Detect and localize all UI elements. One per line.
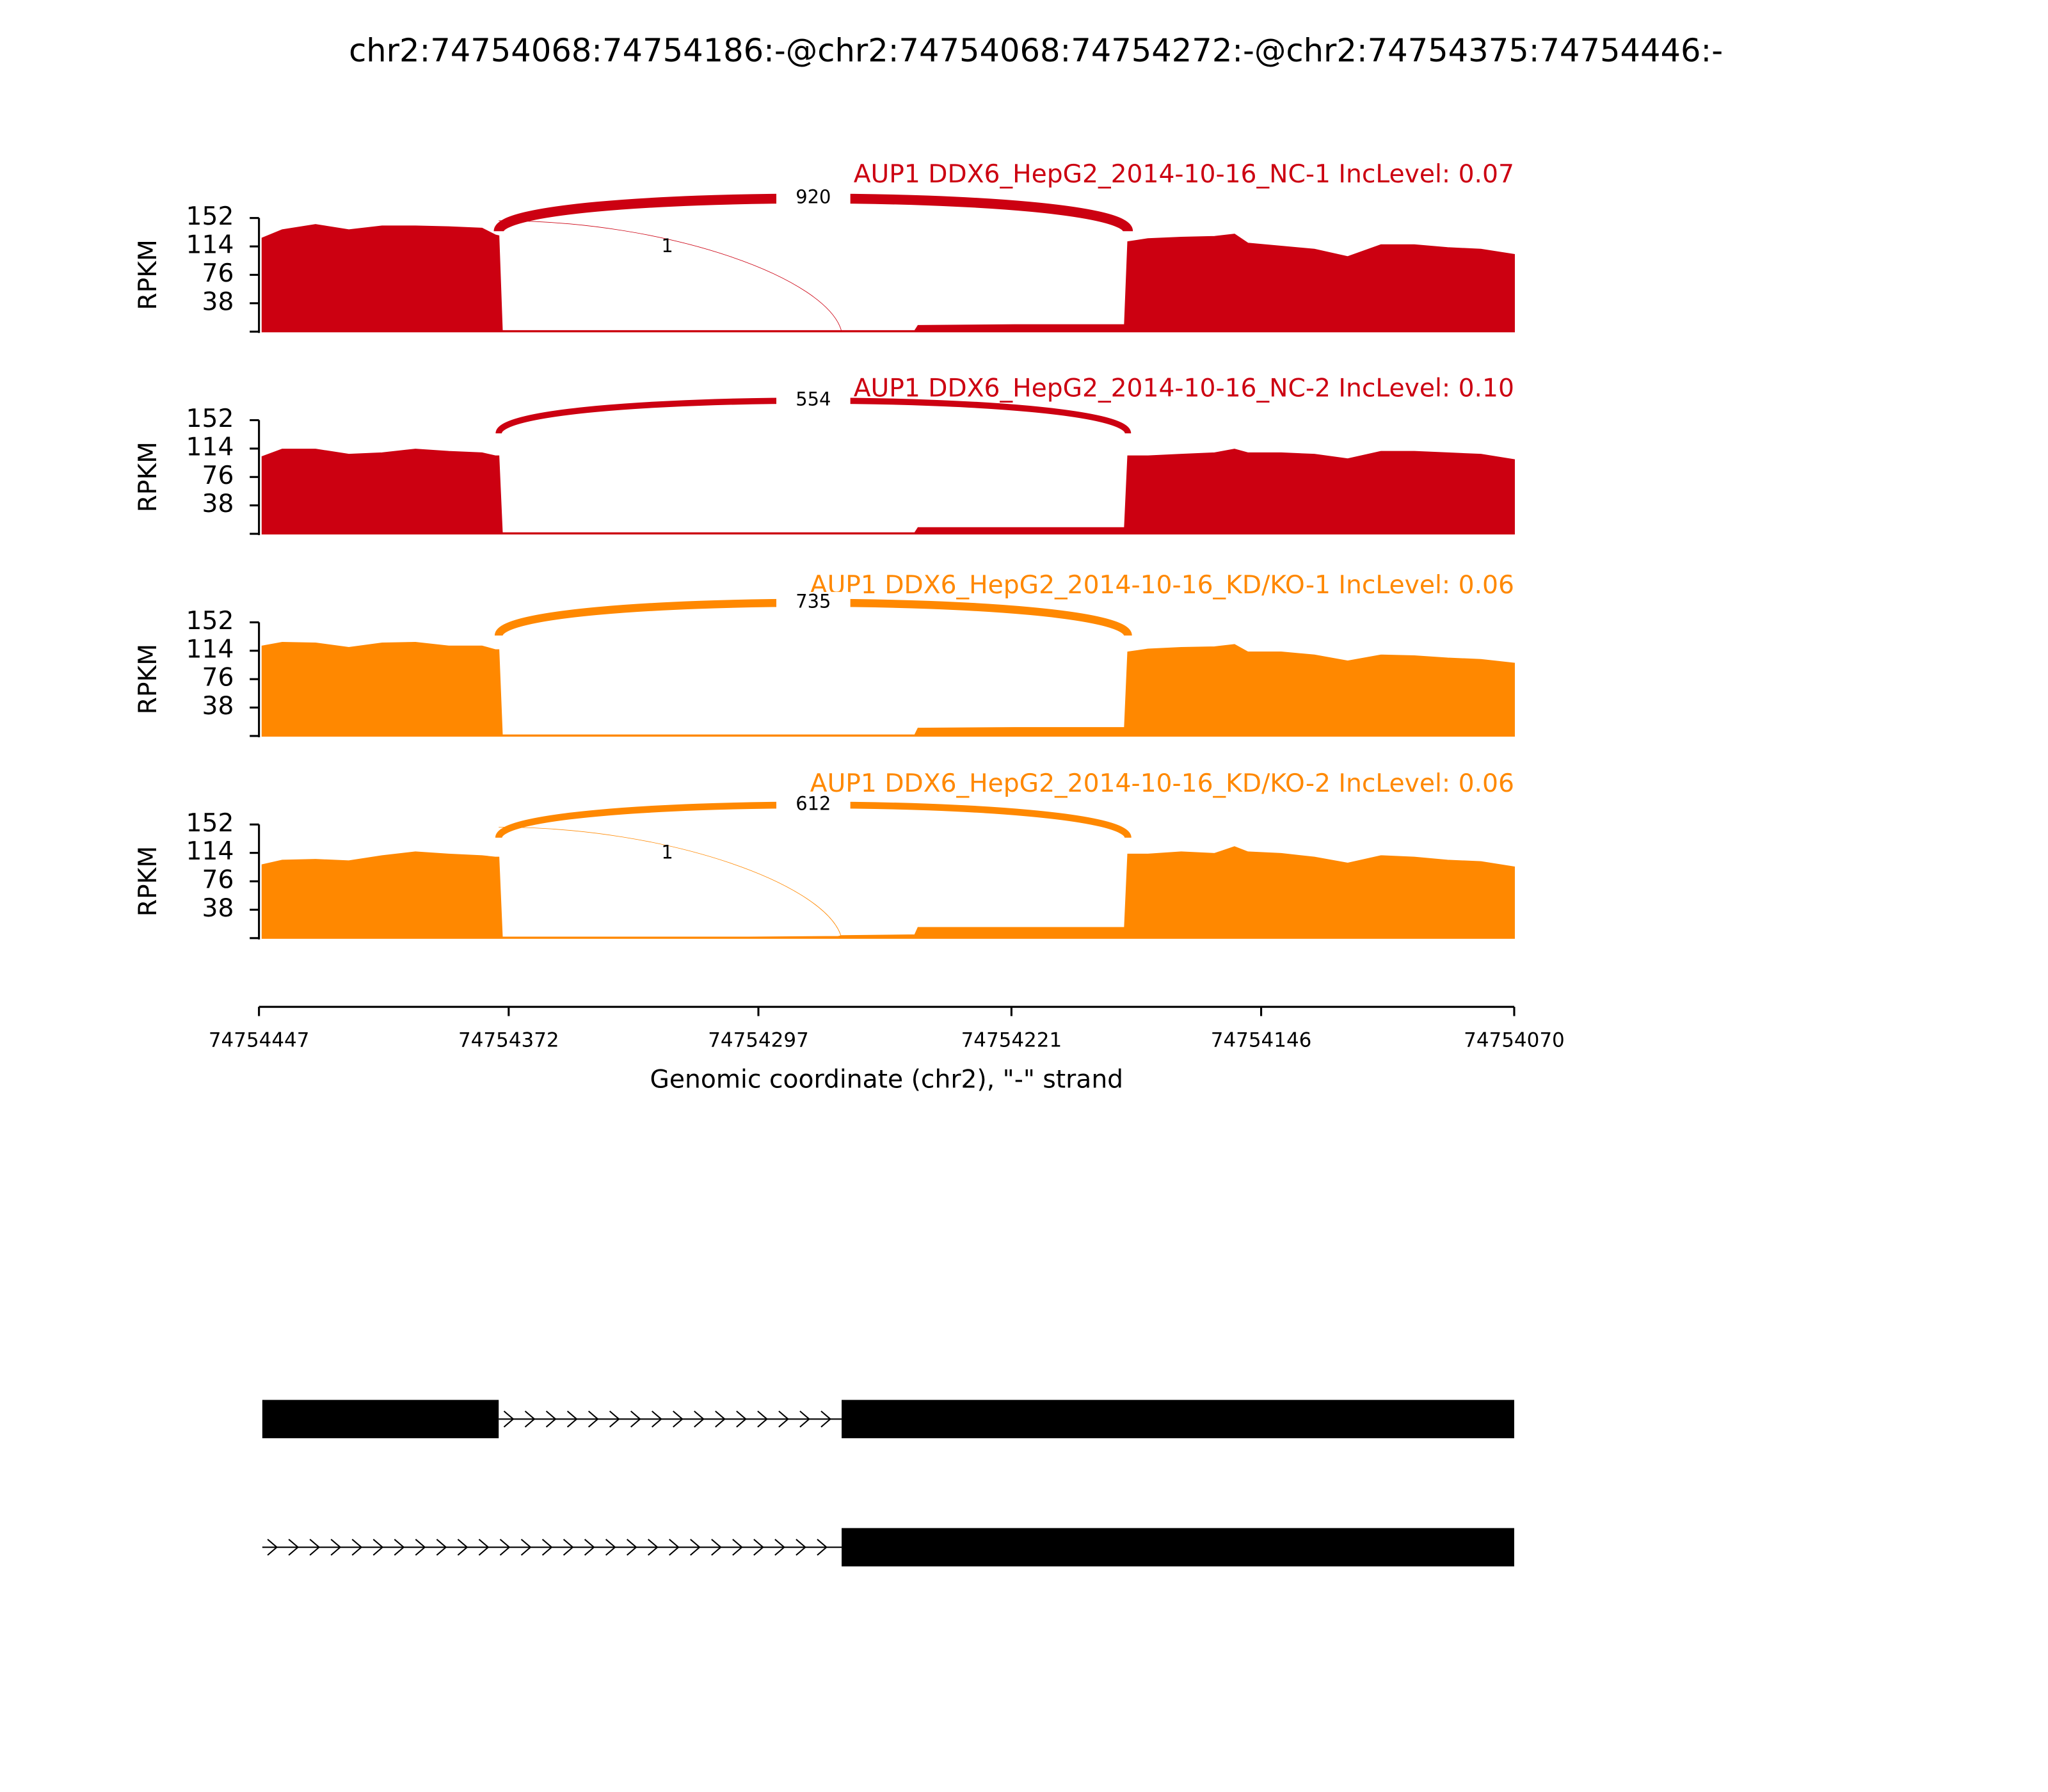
intron-arrow — [774, 1539, 785, 1556]
intron-arrow — [520, 1539, 532, 1556]
intron-arrow — [715, 1411, 726, 1428]
coverage-area — [261, 449, 1515, 535]
y-tick-label: 114 — [186, 837, 234, 866]
intron-arrow — [669, 1539, 680, 1556]
y-axis-label: RPKM — [134, 846, 163, 916]
intron-arrow — [630, 1411, 641, 1428]
intron-arrow — [545, 1411, 557, 1428]
intron-arrow — [609, 1411, 620, 1428]
junction-label: 735 — [796, 590, 831, 612]
y-tick-label: 38 — [202, 287, 234, 316]
x-tick-label: 74754146 — [1211, 1028, 1312, 1052]
y-tick-label: 114 — [186, 635, 234, 664]
intron-arrow — [566, 1411, 578, 1428]
intron-arrow — [499, 1539, 511, 1556]
intron-arrow — [796, 1539, 806, 1556]
intron-arrow — [394, 1539, 405, 1556]
exon — [262, 1400, 499, 1439]
y-axis-label: RPKM — [134, 239, 163, 310]
track-label: AUP1 DDX6_HepG2_2014-10-16_NC-2 IncLevel… — [854, 374, 1514, 403]
intron-arrow — [436, 1539, 447, 1556]
intron-arrow — [351, 1539, 363, 1556]
y-tick-label: 38 — [202, 490, 234, 518]
track-label: AUP1 DDX6_HepG2_2014-10-16_NC-1 IncLevel… — [854, 160, 1514, 189]
intron-arrow — [799, 1411, 810, 1428]
intron-arrow — [267, 1539, 278, 1556]
intron-arrow — [690, 1539, 701, 1556]
coverage-area — [261, 846, 1515, 939]
intron-arrow — [673, 1411, 684, 1428]
y-tick-label: 152 — [186, 202, 234, 231]
x-tick-label: 74754372 — [458, 1028, 559, 1052]
intron-arrow — [478, 1539, 490, 1556]
intron-arrow — [732, 1539, 743, 1556]
track-label: AUP1 DDX6_HepG2_2014-10-16_KD/KO-1 IncLe… — [810, 571, 1514, 600]
intron-arrow — [524, 1411, 536, 1428]
y-tick-label: 76 — [202, 866, 234, 895]
intron-arrow — [605, 1539, 616, 1556]
y-tick-label: 76 — [202, 259, 234, 288]
intron-arrow — [563, 1539, 574, 1556]
y-tick-label: 38 — [202, 692, 234, 721]
intron-arrow — [757, 1411, 768, 1428]
y-tick-label: 114 — [186, 433, 234, 461]
intron-arrow — [372, 1539, 384, 1556]
x-axis-label: Genomic coordinate (chr2), "-" strand — [650, 1065, 1123, 1094]
intron-arrow — [503, 1411, 515, 1428]
x-tick-label: 74754221 — [961, 1028, 1062, 1052]
junction-label: 612 — [796, 792, 831, 814]
intron-arrow — [457, 1539, 468, 1556]
coverage-area — [261, 641, 1515, 737]
exon — [842, 1400, 1514, 1439]
junction-label: 1 — [661, 235, 673, 257]
junction-arc — [499, 826, 842, 938]
intron-arrow — [584, 1539, 595, 1556]
junction-label-bg — [776, 188, 851, 209]
coverage-area — [261, 224, 1515, 333]
intron-arrow — [626, 1539, 637, 1556]
junction-label: 920 — [796, 186, 831, 208]
intron-arrow — [648, 1539, 659, 1556]
intron-arrow — [588, 1411, 599, 1428]
junction-label-bg — [776, 390, 851, 412]
y-tick-label: 152 — [186, 809, 234, 838]
intron-arrow — [694, 1411, 705, 1428]
track-label: AUP1 DDX6_HepG2_2014-10-16_KD/KO-2 IncLe… — [810, 769, 1514, 798]
intron-arrow — [817, 1539, 828, 1556]
intron-arrow — [753, 1539, 764, 1556]
intron-arrow — [820, 1411, 831, 1428]
y-tick-label: 76 — [202, 461, 234, 490]
y-tick-label: 38 — [202, 894, 234, 923]
x-tick-label: 74754070 — [1464, 1028, 1565, 1052]
y-tick-label: 152 — [186, 404, 234, 433]
junction-label-bg — [776, 591, 851, 613]
chart-title: chr2:74754068:74754186:-@chr2:74754068:7… — [349, 32, 1723, 69]
y-axis-label: RPKM — [134, 644, 163, 714]
intron-arrow — [736, 1411, 747, 1428]
junction-label: 554 — [796, 388, 831, 410]
intron-arrow — [541, 1539, 553, 1556]
y-axis-label: RPKM — [134, 442, 163, 512]
intron-arrow — [288, 1539, 300, 1556]
intron-arrow — [415, 1539, 426, 1556]
intron-arrow — [711, 1539, 722, 1556]
y-tick-label: 114 — [186, 231, 234, 260]
junction-label-bg — [776, 794, 851, 815]
junction-label: 1 — [661, 842, 673, 863]
y-tick-label: 152 — [186, 607, 234, 636]
intron-arrow — [309, 1539, 321, 1556]
x-tick-label: 74754447 — [209, 1028, 310, 1052]
x-tick-label: 74754297 — [708, 1028, 809, 1052]
y-tick-label: 76 — [202, 664, 234, 692]
intron-arrow — [778, 1411, 789, 1428]
exon — [842, 1528, 1514, 1567]
intron-arrow — [330, 1539, 342, 1556]
intron-arrow — [652, 1411, 662, 1428]
junction-arc — [499, 220, 842, 332]
